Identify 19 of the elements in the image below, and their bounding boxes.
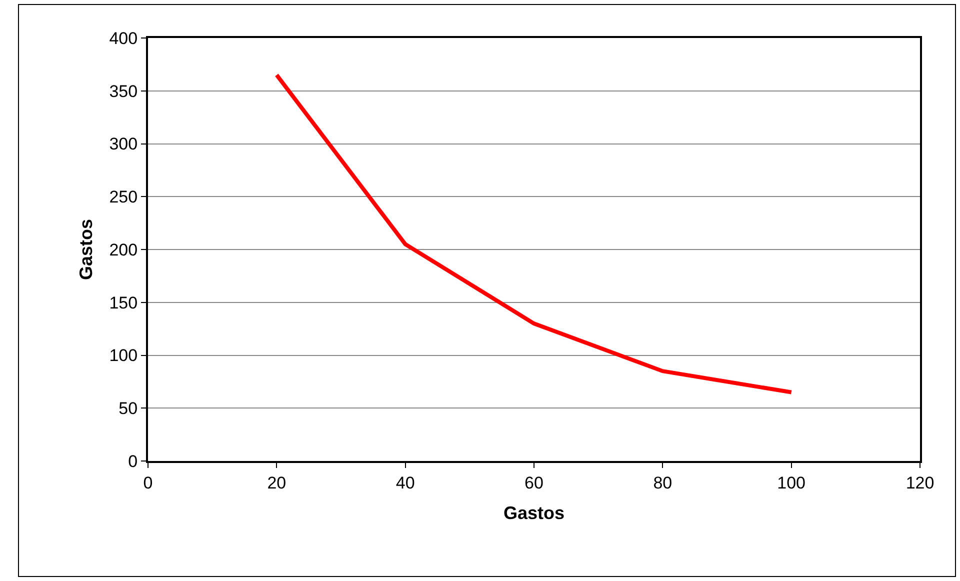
y-tick-label: 350	[109, 82, 138, 101]
x-tick-label: 40	[396, 473, 415, 492]
x-tick-label: 20	[267, 473, 286, 492]
y-tick-label: 100	[109, 346, 138, 366]
y-axis-title: Gastos	[76, 218, 96, 280]
x-tick-label: 100	[777, 473, 806, 492]
y-tick-label: 0	[128, 452, 138, 471]
x-tick-label: 80	[653, 473, 672, 492]
y-tick-label: 150	[109, 293, 138, 312]
x-tick-label: 60	[524, 473, 544, 492]
x-tick-label: 0	[143, 473, 153, 492]
y-tick-label: 400	[109, 28, 138, 48]
y-tick-label: 50	[118, 399, 138, 418]
y-tick-label: 300	[109, 134, 138, 154]
y-tick-label: 250	[109, 188, 138, 207]
x-tick-label: 120	[906, 473, 934, 492]
y-tick-label: 200	[109, 240, 138, 260]
line-series	[274, 73, 794, 394]
x-axis-title: Gastos	[503, 503, 565, 523]
